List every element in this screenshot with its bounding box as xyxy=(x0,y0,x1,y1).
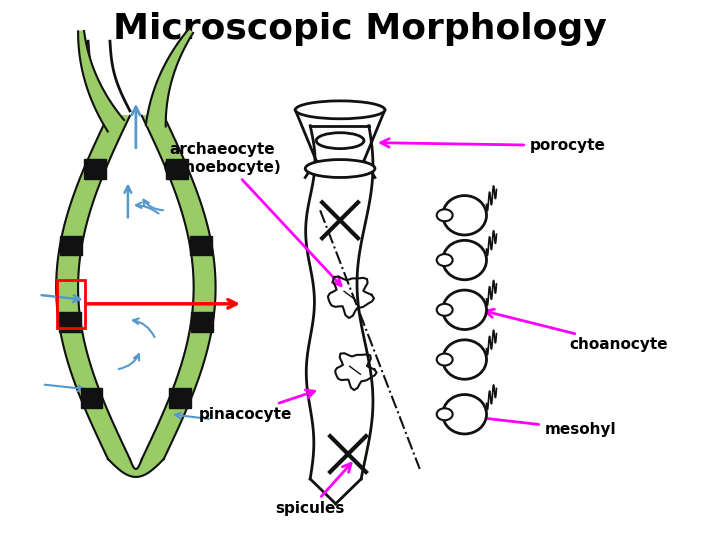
Ellipse shape xyxy=(437,210,453,221)
Text: choanocyte: choanocyte xyxy=(485,309,668,352)
Ellipse shape xyxy=(437,304,453,316)
Ellipse shape xyxy=(316,133,364,149)
Polygon shape xyxy=(56,116,130,459)
Ellipse shape xyxy=(437,254,453,266)
Text: pinacocyte: pinacocyte xyxy=(199,390,315,422)
Ellipse shape xyxy=(437,354,453,366)
Ellipse shape xyxy=(295,101,385,119)
Text: archaeocyte
(amoebocyte): archaeocyte (amoebocyte) xyxy=(163,143,341,286)
Polygon shape xyxy=(84,159,106,179)
Polygon shape xyxy=(60,235,82,255)
Polygon shape xyxy=(108,459,163,477)
Polygon shape xyxy=(146,30,193,126)
Ellipse shape xyxy=(443,395,487,434)
Polygon shape xyxy=(81,388,102,408)
Text: Microscopic Morphology: Microscopic Morphology xyxy=(113,12,607,46)
Ellipse shape xyxy=(443,240,487,280)
Ellipse shape xyxy=(443,195,487,235)
Text: spicules: spicules xyxy=(276,463,351,516)
Polygon shape xyxy=(59,312,81,332)
Text: mesohyl: mesohyl xyxy=(456,411,616,437)
Ellipse shape xyxy=(443,340,487,379)
Polygon shape xyxy=(142,116,215,459)
Polygon shape xyxy=(191,312,213,332)
Polygon shape xyxy=(190,235,212,255)
Polygon shape xyxy=(169,388,192,408)
Bar xyxy=(57,280,85,328)
Polygon shape xyxy=(166,159,188,179)
Polygon shape xyxy=(78,31,124,132)
Ellipse shape xyxy=(443,290,487,329)
Ellipse shape xyxy=(305,160,375,178)
Ellipse shape xyxy=(437,408,453,420)
Text: porocyte: porocyte xyxy=(381,138,606,153)
